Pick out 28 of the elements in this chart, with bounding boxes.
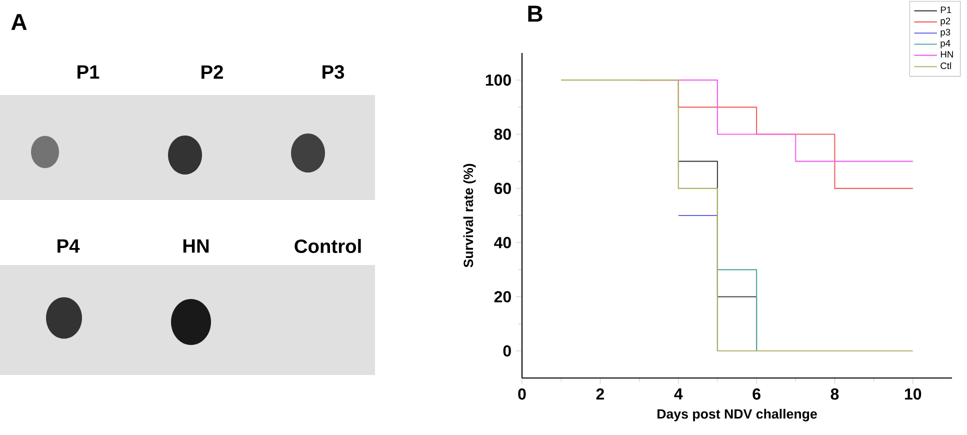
text: HN: [183, 239, 209, 253]
text: P3: [322, 65, 344, 79]
legend-label: Ctl: [940, 62, 951, 70]
y-tick-label: 40: [494, 236, 511, 248]
y-tick-label: 60: [494, 182, 511, 194]
y-tick-label: 0: [503, 345, 511, 357]
text: P4: [58, 239, 80, 253]
y-tick-label: 80: [494, 128, 511, 140]
x-tick-label: 2: [596, 388, 604, 400]
x-tick-label: 0: [518, 388, 526, 400]
text: P1: [78, 65, 100, 79]
x-tick-label: 10: [905, 388, 922, 400]
legend-label: HN: [940, 51, 953, 58]
legend-label: p4: [940, 40, 950, 48]
x-tick-label: 4: [674, 388, 683, 400]
legend-label: p2: [940, 18, 950, 26]
text: Control: [294, 238, 361, 254]
x-axis-title: Days post NDV challenge: [658, 408, 817, 422]
text: P2: [202, 65, 223, 79]
y-axis-title: Survival rate (%): [463, 164, 476, 268]
y-tick-label: 100: [486, 74, 511, 86]
text: A: [11, 14, 27, 30]
legend-label: p3: [940, 28, 950, 38]
legend-label: P1: [940, 6, 952, 14]
chart-title: B: [528, 6, 542, 22]
x-tick-label: 8: [830, 388, 839, 400]
x-tick-label: 6: [752, 388, 760, 400]
y-tick-label: 20: [494, 291, 511, 302]
